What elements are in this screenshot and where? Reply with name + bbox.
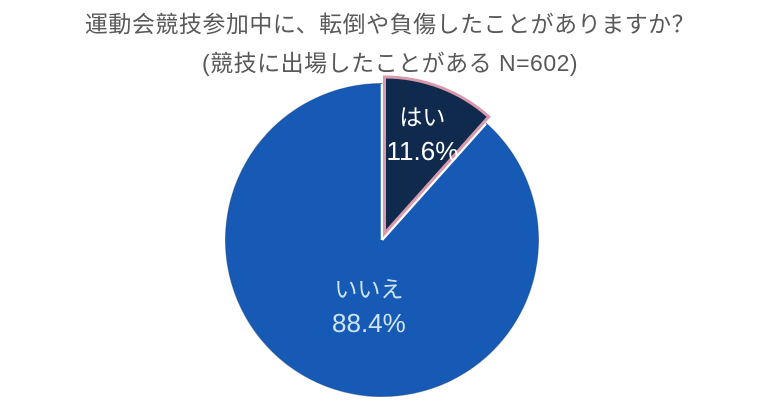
- slice-percent-1: 88.4%: [332, 308, 406, 338]
- slice-label-0: はい: [399, 104, 445, 130]
- slice-percent-0: 11.6%: [387, 136, 459, 166]
- chart-title: 運動会競技参加中に、転倒や負傷したことがありますか？: [84, 11, 696, 37]
- pie-slice-0: [382, 75, 491, 238]
- slice-label-1: いいえ: [334, 276, 403, 302]
- chart-subtitle: (競技に出場したことがある N=602): [201, 50, 579, 76]
- slice-separator: [381, 122, 487, 241]
